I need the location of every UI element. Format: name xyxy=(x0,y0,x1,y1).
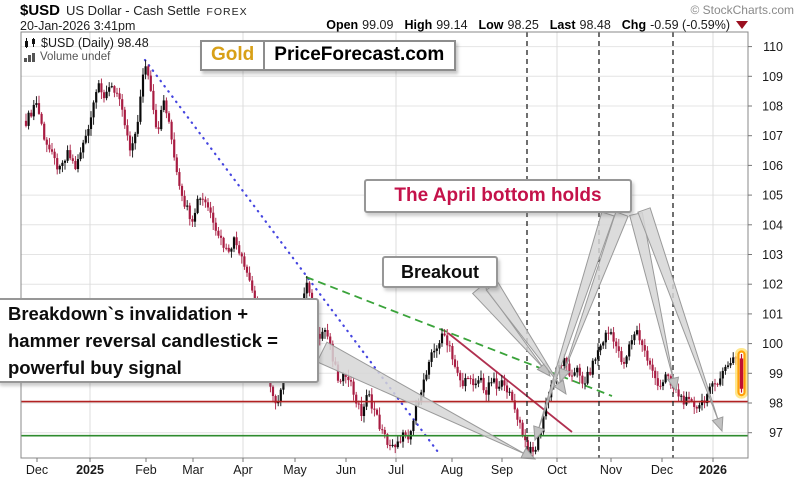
short-downtrend-solid xyxy=(447,332,573,433)
low-value: 98.25 xyxy=(507,18,539,32)
y-axis-label: 102 xyxy=(762,278,783,292)
x-axis-label: Jul xyxy=(388,463,404,477)
low-label: Low xyxy=(478,18,504,32)
annotation-buy-signal: Breakdown`s invalidation + hammer revers… xyxy=(0,298,319,383)
last-label: Last xyxy=(549,18,576,32)
chart-legend: $USD (Daily) 98.48 Volume undef xyxy=(24,36,149,64)
x-axis-label: Sep xyxy=(491,463,513,477)
y-axis-label: 105 xyxy=(762,189,783,203)
x-axis-label: Jun xyxy=(336,463,356,477)
legend-volume-label: Volume undef xyxy=(40,51,111,63)
x-axis-label: 2026 xyxy=(699,463,727,477)
x-axis-label: Aug xyxy=(441,463,463,477)
highlighted-last-candle xyxy=(735,347,748,399)
y-axis-labels: 110 109 108 107 106 105 104 103 102 101 100 99 98 97 xyxy=(762,40,783,440)
x-axis-label: Feb xyxy=(135,463,157,477)
volume-bars-icon xyxy=(24,52,35,62)
buy-signal-line-3: powerful buy signal xyxy=(8,357,182,378)
y-axis-label: 107 xyxy=(762,129,783,143)
y-axis-label: 97 xyxy=(769,426,783,440)
legend-series-label: $USD (Daily) 98.48 xyxy=(41,36,149,50)
plot-border xyxy=(20,31,752,462)
x-axis-label: Oct xyxy=(547,463,567,477)
change-down-triangle-icon xyxy=(736,21,748,29)
trend-lines xyxy=(143,58,613,454)
chart-datetime: 20-Jan-2026 3:41pm xyxy=(20,19,136,33)
x-axis-label: May xyxy=(283,463,307,477)
open-label: Open xyxy=(326,18,359,32)
high-label: High xyxy=(404,18,433,32)
y-axis-label: 99 xyxy=(769,367,783,381)
logo-gold-text: Gold xyxy=(202,42,266,69)
annotation-breakout-text: Breakout xyxy=(400,261,480,282)
annotation-breakout: Breakout xyxy=(382,256,498,288)
x-axis-label: 2025 xyxy=(76,463,104,477)
support-resistance-lines xyxy=(21,400,748,437)
chg-label: Chg xyxy=(621,18,647,32)
x-axis-label: Dec xyxy=(651,463,673,477)
high-value: 99.14 xyxy=(436,18,468,32)
priceforecast-logo: Gold PriceForecast.com xyxy=(200,40,457,71)
copyright: © StockCharts.com xyxy=(690,3,794,17)
symbol: $USD xyxy=(20,2,61,19)
y-axis-label: 109 xyxy=(762,70,783,84)
quote-strip: Open 99.09 High 99.14 Low 98.25 Last 98.… xyxy=(326,18,748,32)
x-axis-label: Nov xyxy=(600,463,623,477)
y-axis-label: 100 xyxy=(762,337,783,351)
y-axis-label: 98 xyxy=(769,397,783,411)
chg-value: -0.59 (-0.59%) xyxy=(650,18,730,32)
annotation-april-text: The April bottom holds xyxy=(394,185,602,206)
open-value: 99.09 xyxy=(362,18,394,32)
callout-arrows xyxy=(316,207,724,460)
exchange-label: FOREX xyxy=(206,6,248,18)
candlesticks xyxy=(24,60,737,458)
logo-domain-text: PriceForecast.com xyxy=(274,44,445,65)
x-axis-labels: Dec 2025 Feb Mar Apr May Jun Jul Aug Sep Oct Nov Dec… xyxy=(26,463,727,477)
y-axis-label: 108 xyxy=(762,100,783,114)
y-axis-label: 101 xyxy=(762,307,783,321)
annotation-april-bottom: The April bottom holds xyxy=(364,179,632,213)
y-axis-label: 110 xyxy=(763,40,783,54)
buy-signal-line-1: Breakdown`s invalidation + xyxy=(8,303,249,324)
series-candle-icon xyxy=(25,38,35,48)
symbol-name: US Dollar - Cash Settle xyxy=(66,3,201,18)
last-value: 98.48 xyxy=(579,18,611,32)
y-axis-label: 103 xyxy=(762,248,783,262)
y-axis-label: 106 xyxy=(762,159,783,173)
x-axis-label: Apr xyxy=(233,463,252,477)
x-axis-label: Dec xyxy=(26,463,48,477)
x-axis-label: Mar xyxy=(182,463,204,477)
buy-signal-line-2: hammer reversal candlestick = xyxy=(8,330,278,351)
y-axis-label: 104 xyxy=(762,218,783,232)
header-title-row: $USD US Dollar - Cash Settle FOREX xyxy=(20,2,248,19)
